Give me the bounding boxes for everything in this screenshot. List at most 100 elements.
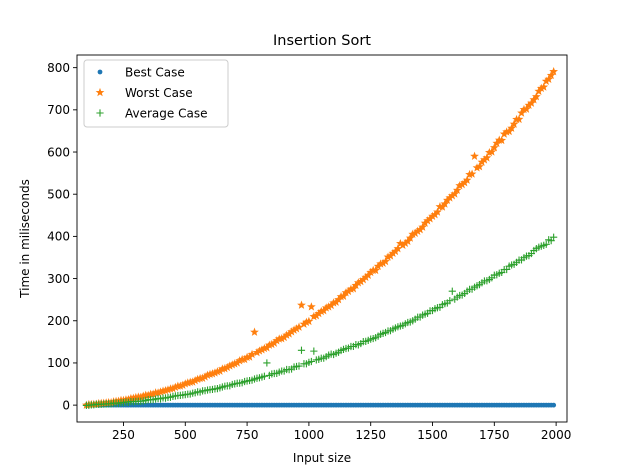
data-point — [292, 324, 301, 333]
data-point — [430, 210, 440, 219]
data-point — [329, 298, 338, 307]
x-tick-label: 1250 — [355, 428, 386, 442]
y-axis-label: Time in miliseconds — [18, 179, 32, 299]
y-tick-label: 0 — [62, 398, 70, 412]
data-point — [264, 340, 274, 349]
data-point — [366, 267, 376, 277]
data-point — [403, 236, 413, 246]
data-point — [470, 151, 479, 160]
data-point — [230, 359, 240, 368]
data-point — [297, 346, 306, 354]
data-point — [361, 272, 371, 282]
data-point — [311, 311, 321, 320]
data-point — [148, 389, 158, 398]
data-point — [247, 349, 257, 359]
data-point — [331, 297, 341, 306]
data-point — [438, 202, 447, 211]
data-point — [536, 83, 546, 93]
data-point — [240, 354, 249, 364]
data-point — [408, 229, 418, 238]
data-point — [373, 261, 383, 271]
x-tick-label: 1750 — [479, 428, 510, 442]
legend-marker — [95, 87, 105, 97]
data-point — [326, 300, 336, 310]
legend: Best Case Worst Case Average Case — [83, 59, 229, 128]
data-point — [289, 325, 299, 334]
data-point — [485, 147, 494, 157]
data-point — [472, 163, 482, 172]
data-point — [423, 216, 432, 225]
y-tick-label: 100 — [47, 356, 70, 370]
data-point — [550, 233, 558, 241]
data-point — [497, 135, 507, 145]
data-point — [153, 388, 163, 397]
ticks-layer: 250 500 750 1000 1250 1500 1750 2000 0 100 200 300 4… — [47, 61, 571, 442]
x-tick-label: 250 — [112, 428, 135, 442]
data-point — [393, 244, 403, 253]
data-point — [203, 370, 212, 379]
data-point — [297, 300, 306, 309]
data-point — [551, 402, 557, 408]
legend-marker — [97, 69, 103, 75]
y-tick-label: 400 — [47, 230, 70, 244]
data-point — [282, 330, 292, 339]
data-point — [314, 308, 324, 318]
x-tick-label: 2000 — [541, 428, 572, 442]
data-point — [549, 67, 559, 76]
data-point — [425, 214, 435, 223]
data-point — [507, 123, 516, 132]
data-point — [381, 256, 390, 266]
data-point — [400, 238, 410, 248]
data-point — [351, 280, 361, 290]
data-point — [200, 372, 210, 381]
data-points-layer — [82, 67, 559, 410]
x-tick-label: 1500 — [417, 428, 448, 442]
data-point — [396, 238, 405, 248]
legend-label: Worst Case — [125, 86, 193, 100]
data-point — [171, 382, 180, 391]
data-point — [514, 114, 524, 124]
data-point — [175, 381, 185, 390]
legend-label: Average Case — [125, 106, 207, 120]
data-point — [489, 143, 499, 152]
data-point — [418, 222, 427, 231]
data-point — [225, 361, 235, 370]
data-point — [210, 368, 220, 377]
data-point — [250, 327, 259, 336]
data-point — [452, 185, 462, 194]
data-point — [215, 366, 225, 375]
data-point — [128, 393, 138, 402]
data-point — [433, 207, 442, 216]
data-point — [442, 195, 452, 205]
x-tick-label: 750 — [236, 428, 259, 442]
data-point — [284, 329, 294, 338]
data-point — [245, 352, 254, 361]
data-point — [295, 362, 303, 370]
data-point — [371, 265, 381, 275]
data-point — [413, 226, 423, 235]
data-point — [316, 306, 326, 316]
y-tick-label: 800 — [47, 61, 70, 75]
data-point — [376, 259, 385, 268]
data-point — [475, 162, 484, 171]
data-point — [260, 343, 269, 353]
data-point — [161, 385, 170, 395]
data-point — [358, 275, 368, 284]
y-tick-label: 700 — [47, 103, 70, 117]
legend-label: Best Case — [125, 65, 185, 79]
data-point — [428, 211, 437, 221]
data-point — [499, 129, 509, 138]
data-point — [257, 345, 267, 354]
data-point — [299, 319, 309, 328]
data-point — [455, 181, 465, 190]
x-tick-label: 500 — [174, 428, 197, 442]
data-point — [492, 138, 502, 147]
data-point — [334, 295, 343, 304]
data-point — [227, 360, 237, 369]
data-point — [363, 270, 373, 280]
data-point — [208, 369, 217, 378]
data-point — [252, 347, 262, 357]
series-best-case — [83, 402, 557, 408]
data-point — [410, 228, 420, 237]
